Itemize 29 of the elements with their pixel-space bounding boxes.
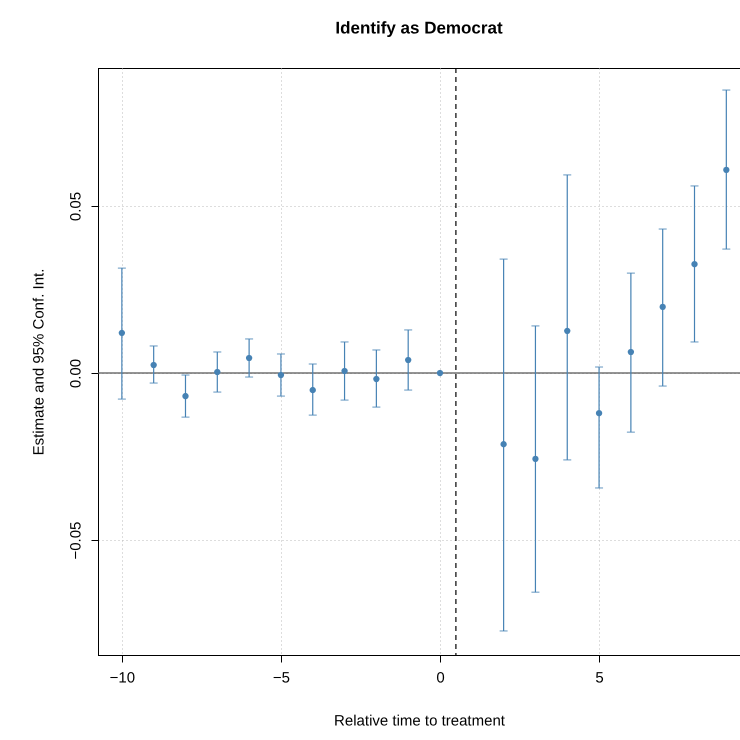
y-tick-label: −0.05 bbox=[68, 522, 84, 560]
point bbox=[628, 348, 634, 356]
point bbox=[246, 354, 252, 362]
point bbox=[373, 376, 380, 382]
point bbox=[723, 166, 730, 174]
point bbox=[118, 330, 126, 336]
x-tick-label: 5 bbox=[595, 670, 604, 686]
point bbox=[182, 392, 189, 400]
point bbox=[341, 368, 348, 374]
point bbox=[564, 328, 570, 334]
point bbox=[532, 456, 539, 462]
y-tick-label: 0.00 bbox=[68, 358, 84, 388]
x-axis-title: Relative time to treatment bbox=[334, 712, 506, 730]
y-tick-label: 0.05 bbox=[68, 192, 84, 222]
x-tick-label: −10 bbox=[110, 670, 136, 686]
point bbox=[660, 304, 666, 310]
x-tick-label: 0 bbox=[436, 670, 445, 686]
point bbox=[691, 260, 698, 268]
point bbox=[596, 410, 602, 416]
point bbox=[500, 441, 507, 448]
point bbox=[214, 368, 220, 376]
point bbox=[436, 370, 444, 376]
point bbox=[310, 386, 316, 394]
y-axis-title: Estimate and 95% Conf. Int. bbox=[30, 268, 48, 456]
point bbox=[150, 362, 157, 368]
x-tick-label: −5 bbox=[272, 670, 290, 686]
chart-title: Identify as Democrat bbox=[335, 18, 503, 38]
point bbox=[405, 356, 412, 364]
point bbox=[278, 372, 284, 378]
